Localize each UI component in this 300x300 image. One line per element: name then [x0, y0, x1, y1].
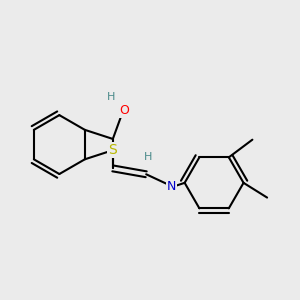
Text: O: O	[119, 104, 129, 117]
Text: H: H	[144, 152, 153, 162]
Text: H: H	[107, 92, 116, 102]
Text: S: S	[109, 143, 117, 157]
Text: N: N	[167, 180, 176, 193]
